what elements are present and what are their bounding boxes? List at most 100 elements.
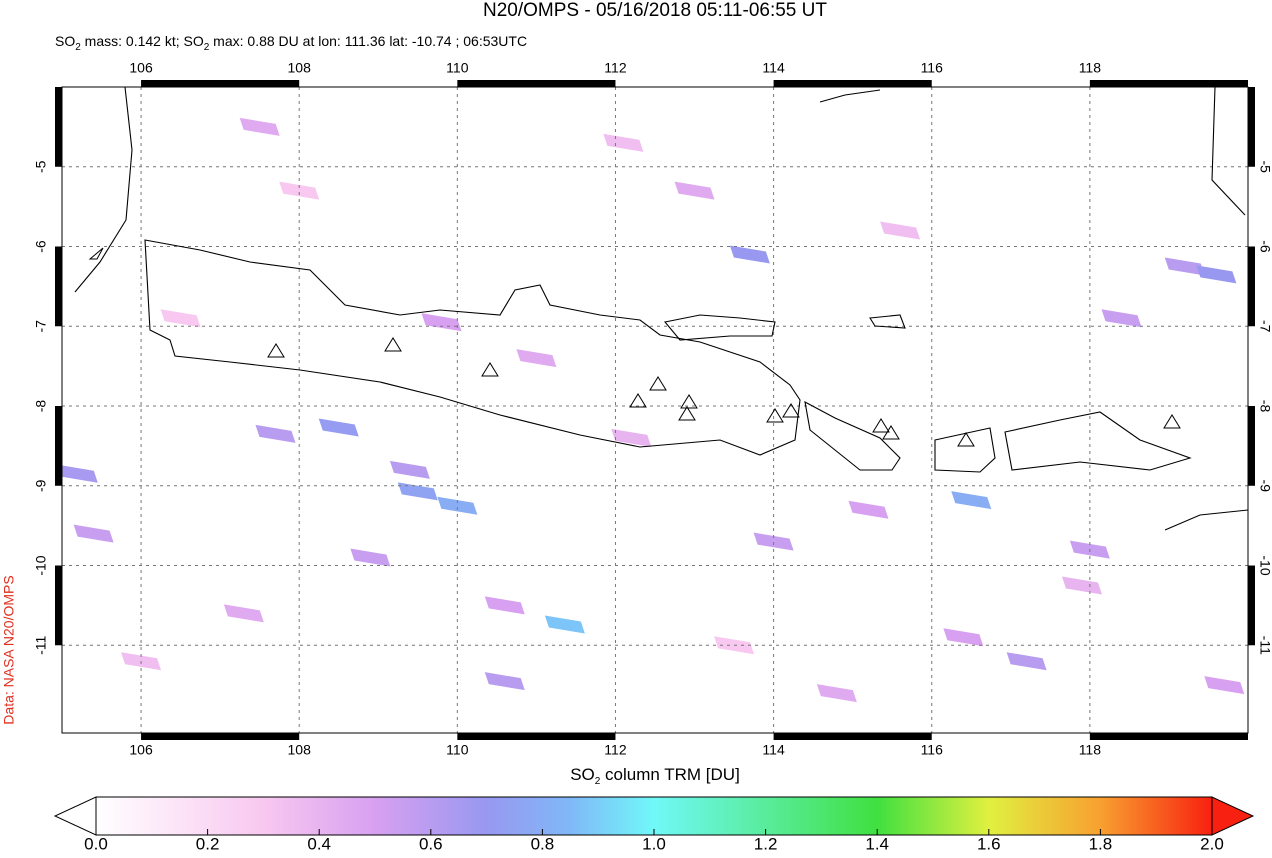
y-tick-label: -5 (33, 160, 49, 173)
text-part: max: 0.88 DU at lon: 111.36 lat: -10.74 … (209, 33, 527, 49)
so2-pixel (603, 133, 644, 152)
volcano (957, 432, 975, 447)
credit: Data: NASA N20/OMPS (1, 575, 17, 724)
colorbar-over (1211, 796, 1255, 836)
frame-segment (55, 87, 62, 167)
subtitle: SO2 mass: 0.142 kt; SO2 max: 0.88 DU at … (55, 33, 527, 53)
subscript: 2 (75, 42, 81, 53)
frame-segment (55, 565, 62, 646)
so2-pixel (318, 418, 359, 437)
coastline (1004, 411, 1192, 471)
frame-layer: 106 106 108 108 110 110 112 112 114 114 116 116 118 1… (33, 60, 1272, 758)
x-tick-label: 106 (129, 60, 153, 76)
text-part: SO (570, 765, 595, 784)
frame-segment (1089, 733, 1248, 740)
subscript: 2 (204, 42, 210, 53)
so2-pixel (389, 460, 430, 479)
frame-segment (1248, 246, 1255, 327)
colorbar-tick-label: 0.6 (419, 834, 443, 853)
colorbar-tick-label: 1.0 (642, 834, 666, 853)
so2-pixel (421, 313, 462, 332)
volcano (678, 406, 696, 421)
so2-pixel (73, 524, 114, 543)
x-tick-label: 108 (288, 60, 312, 76)
so2-pixel (1061, 576, 1102, 595)
colorbar-tick-label: 0.8 (531, 834, 555, 853)
coastlines (74, 86, 1249, 531)
frame-segment (773, 80, 932, 87)
y-tick-label: -9 (33, 479, 49, 492)
grid-layer (62, 87, 1248, 733)
y-tick-label: -7 (1257, 320, 1272, 333)
so2-pixel (255, 424, 296, 443)
volcano (766, 408, 784, 423)
x-tick-label: 106 (129, 742, 153, 758)
colorbar-tick-label: 1.6 (977, 834, 1001, 853)
colorbar-tick-label: 0.2 (196, 834, 220, 853)
so2-pixel (848, 500, 889, 519)
volcano (649, 376, 667, 391)
volcano (88, 247, 104, 260)
y-tick-label: -10 (1257, 555, 1272, 575)
frame-segment (55, 406, 62, 486)
so2-pixel (516, 349, 557, 368)
frame-segment (1248, 565, 1255, 646)
coastline (869, 314, 906, 329)
coastline (663, 314, 776, 341)
y-tick-label: -11 (33, 635, 49, 654)
so2-pixel (951, 491, 992, 510)
x-tick-label: 108 (288, 742, 312, 758)
coastline (1211, 86, 1246, 216)
x-tick-label: 114 (762, 60, 785, 76)
so2-pixel (1164, 257, 1205, 276)
coastline (1164, 509, 1249, 531)
so2-pixel (544, 615, 585, 634)
y-tick-label: -8 (1257, 400, 1272, 413)
so2-pixel (1101, 309, 1142, 328)
so2-pixel (1196, 265, 1237, 284)
coastline (934, 427, 996, 473)
volcano (882, 425, 900, 440)
so2-pixel (880, 221, 921, 240)
so2-pixel (437, 496, 478, 515)
so2-pixel (239, 117, 280, 136)
coastline (819, 89, 881, 103)
y-tick-label: -9 (1257, 480, 1272, 493)
y-tick-label: -6 (33, 240, 49, 253)
so2-pixel (484, 672, 525, 691)
so2-pixel (484, 596, 525, 615)
x-tick-label: 116 (921, 742, 944, 758)
volcano (782, 403, 800, 418)
x-tick-label: 114 (762, 742, 785, 758)
frame-segment (773, 733, 932, 740)
colorbar-tick-label: 1.4 (865, 834, 889, 853)
x-tick-label: 112 (604, 742, 627, 758)
volcano (267, 343, 285, 358)
so2-pixel (943, 628, 984, 647)
coastline (804, 400, 901, 471)
y-tick-label: -7 (33, 320, 49, 333)
subscript: 2 (595, 776, 601, 787)
so2-pixel (674, 181, 715, 200)
colorbar-tick-label: 1.2 (754, 834, 778, 853)
so2-pixel (397, 482, 438, 501)
so2-pixel (57, 464, 98, 483)
title: N20/OMPS - 05/16/2018 05:11-06:55 UT (483, 0, 827, 21)
text-part: SO (55, 33, 75, 49)
colorbar-tick-label: 1.8 (1089, 834, 1113, 853)
colorbar-under (53, 796, 97, 836)
frame-segment (55, 246, 62, 327)
x-tick-label: 118 (1079, 742, 1102, 758)
x-tick-label: 116 (921, 60, 944, 76)
y-tick-label: -11 (1257, 636, 1272, 655)
so2-pixel (223, 604, 264, 623)
volcano (629, 393, 647, 408)
y-tick-label: -10 (33, 555, 49, 575)
colorbar-tick-label: 0.4 (307, 834, 331, 853)
x-tick-label: 110 (446, 60, 469, 76)
coastline (74, 86, 133, 293)
frame-segment (141, 733, 300, 740)
so2-pixel (350, 548, 391, 567)
